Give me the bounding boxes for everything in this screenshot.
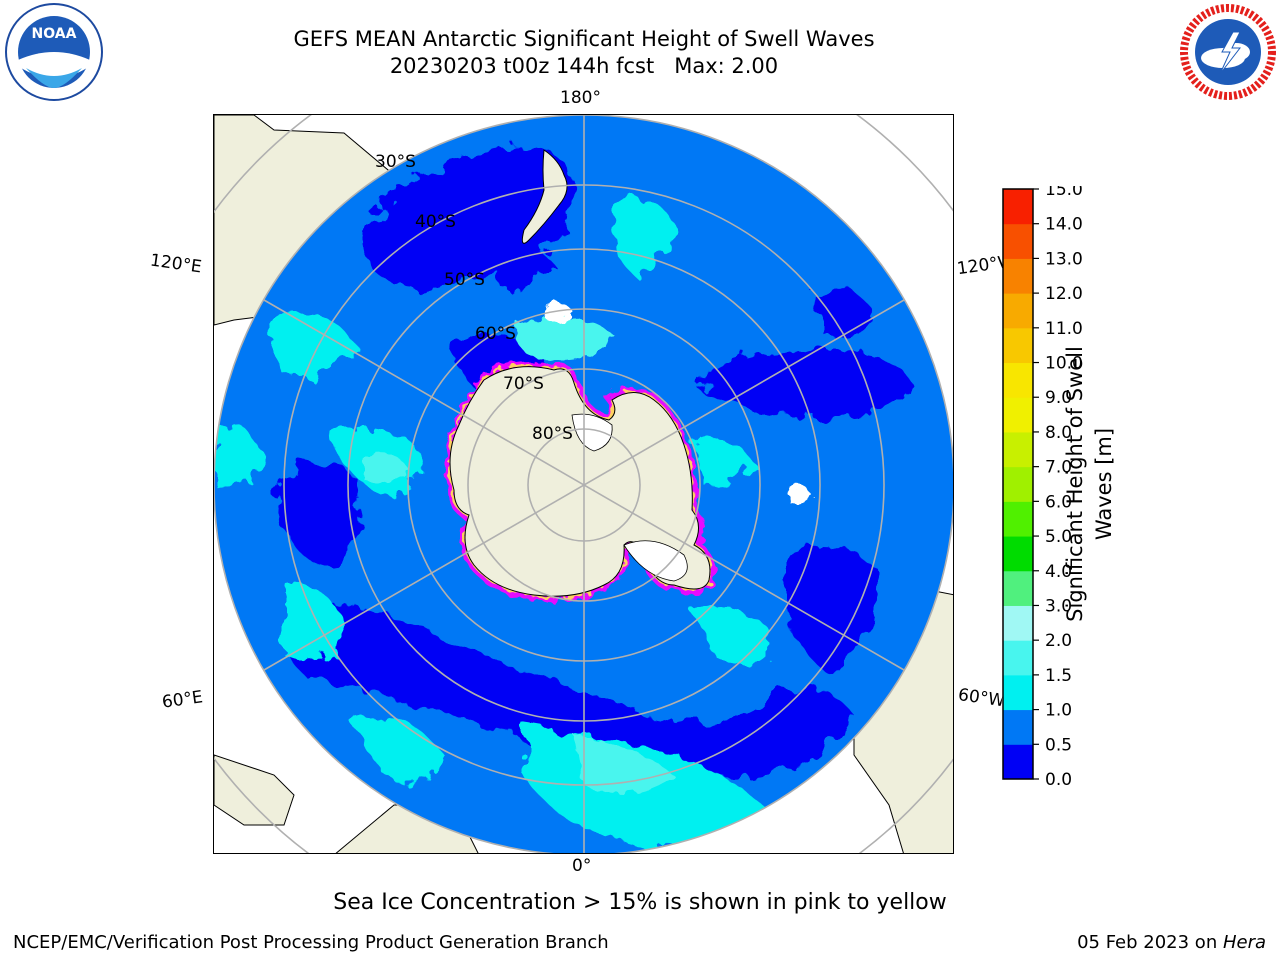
colorbar-tick-label: 15.0	[1045, 186, 1083, 200]
footer-credit: NCEP/EMC/Verification Post Processing Pr…	[13, 932, 609, 953]
colorbar-swatch	[1003, 501, 1033, 537]
colorbar-swatch	[1003, 223, 1033, 259]
map-svg	[214, 115, 953, 853]
colorbar: 0.0 0.5 1.0 1.5 2.0 3.0 4.0 5.0 6.0 7.0 8.0 9.0 10.0…	[1002, 186, 1083, 790]
lon-label-120w: 120°W	[955, 252, 1007, 280]
colorbar-swatch	[1003, 189, 1033, 225]
colorbar-label-line-1: Significant Height of Swell	[1063, 346, 1087, 622]
lon-label-60w: 60°W	[956, 685, 1004, 711]
colorbar-tick-label: 12.0	[1045, 284, 1083, 304]
colorbar-swatch	[1003, 605, 1033, 641]
noaa-logo-text: NOAA	[32, 26, 77, 42]
title-line-1: GEFS MEAN Antarctic Significant Height o…	[293, 27, 875, 51]
colorbar-tick-label: 2.0	[1045, 631, 1072, 651]
colorbar-swatch	[1003, 431, 1033, 468]
lat-label-80s: 80°S	[532, 424, 573, 444]
footer-host: Hera	[1222, 932, 1266, 953]
nws-logo-icon	[1180, 4, 1276, 100]
lat-label-70s: 70°S	[503, 374, 544, 394]
colorbar-tick-label: 4.0	[1045, 562, 1072, 582]
colorbar-tick-label: 3.0	[1045, 596, 1072, 616]
lon-label-180: 180°	[560, 88, 601, 108]
missing-data-patches	[544, 302, 812, 504]
colorbar-swatches	[1003, 189, 1033, 780]
sea-ice-caption: Sea Ice Concentration > 15% is shown in …	[333, 890, 947, 915]
colorbar-outline	[1002, 188, 1034, 780]
lat-label-50s: 50°S	[444, 270, 485, 290]
lat-label-30s: 30°S	[375, 152, 416, 172]
chart-title: GEFS MEAN Antarctic Significant Height o…	[200, 26, 968, 80]
colorbar-tick-label: 1.0	[1045, 701, 1072, 721]
colorbar-tick-label: 6.0	[1045, 492, 1072, 512]
colorbar-tick-label: 7.0	[1045, 458, 1072, 478]
graticule	[214, 115, 953, 853]
colorbar-label-line-2: Waves [m]	[1092, 427, 1116, 541]
lat-label-60s: 60°S	[475, 324, 516, 344]
colorbar-ticks: 0.0 0.5 1.0 1.5 2.0 3.0 4.0 5.0 6.0 7.0 8.0 9.0 10.0…	[1033, 186, 1083, 790]
colorbar-tick-label: 5.0	[1045, 527, 1072, 547]
lon-label-120e: 120°E	[148, 250, 203, 278]
colorbar-tick-label: 0.0	[1045, 770, 1072, 790]
colorbar-tick-label: 14.0	[1045, 215, 1083, 235]
colorbar-label: Significant Height of Swell Waves [m]	[1061, 324, 1119, 644]
colorbar-tick-label: 1.5	[1045, 666, 1072, 686]
colorbar-swatch	[1003, 293, 1033, 329]
colorbar-swatch	[1003, 640, 1033, 676]
oceania-landmasses	[521, 149, 568, 244]
noaa-logo-icon: NOAA	[5, 3, 103, 101]
colorbar-swatch	[1003, 570, 1033, 606]
colorbar-tick-label: 13.0	[1045, 249, 1083, 269]
footer-date: 05 Feb 2023 on Hera	[1077, 932, 1266, 953]
lat-label-40s: 40°S	[415, 212, 456, 232]
colorbar-tick-label: 8.0	[1045, 423, 1072, 443]
colorbar-swatch	[1003, 744, 1033, 780]
polar-map	[213, 114, 954, 854]
lon-label-60e: 60°E	[160, 687, 205, 713]
colorbar-swatch	[1003, 466, 1033, 502]
antarctica	[445, 361, 715, 602]
footer-date-text: 05 Feb 2023 on	[1077, 932, 1223, 953]
colorbar-swatch	[1003, 258, 1033, 294]
colorbar-tick-label: 0.5	[1045, 735, 1072, 755]
colorbar-swatch	[1003, 362, 1033, 398]
lon-label-0: 0°	[572, 856, 592, 876]
colorbar-swatch	[1003, 674, 1033, 711]
colorbar-swatch	[1003, 536, 1033, 572]
colorbar-swatch	[1003, 397, 1033, 433]
colorbar-tick-label: 10.0	[1045, 354, 1083, 374]
colorbar-tick-label: 9.0	[1045, 388, 1072, 408]
title-line-2: 20230203 t00z 144h fcst Max: 2.00	[389, 54, 779, 78]
colorbar-swatch	[1003, 709, 1033, 745]
colorbar-tick-label: 11.0	[1045, 319, 1083, 339]
colorbar-swatch	[1003, 327, 1033, 364]
